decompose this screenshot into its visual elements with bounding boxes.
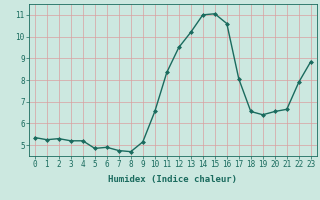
X-axis label: Humidex (Indice chaleur): Humidex (Indice chaleur) [108,175,237,184]
